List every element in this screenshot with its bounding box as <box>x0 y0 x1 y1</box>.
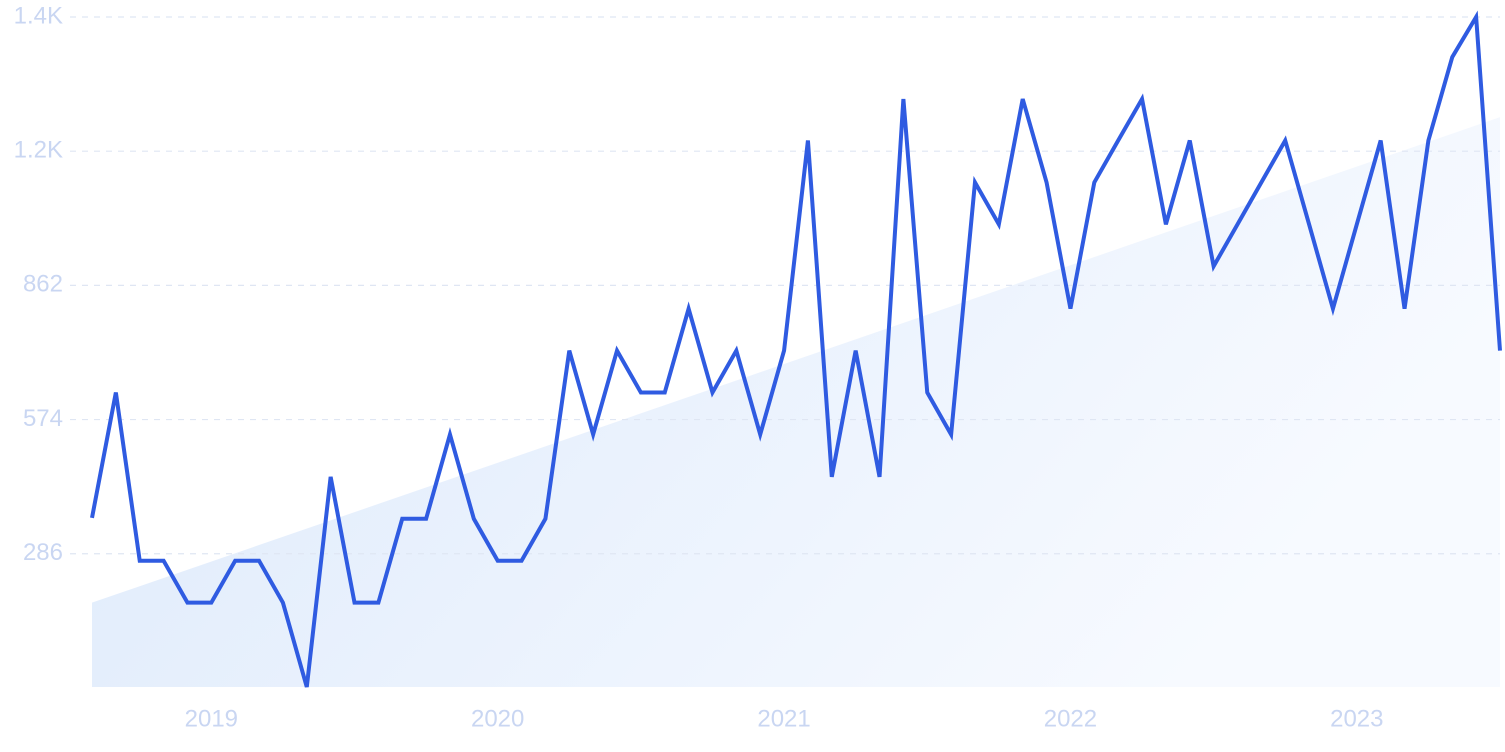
data-line <box>90 10 1502 688</box>
y-tick-label: 286 <box>23 539 63 566</box>
x-tick-label: 2020 <box>471 705 524 732</box>
y-tick-label: 1.4K <box>14 2 63 29</box>
x-tick-label: 2021 <box>757 705 810 732</box>
y-tick-label: 862 <box>23 271 63 298</box>
x-tick-label: 2023 <box>1330 705 1383 732</box>
x-tick-label: 2022 <box>1044 705 1097 732</box>
trend-area <box>92 117 1500 688</box>
y-tick-label: 574 <box>23 405 63 432</box>
x-tick-label: 2019 <box>185 705 238 732</box>
y-tick-label: 1.2K <box>14 137 63 164</box>
